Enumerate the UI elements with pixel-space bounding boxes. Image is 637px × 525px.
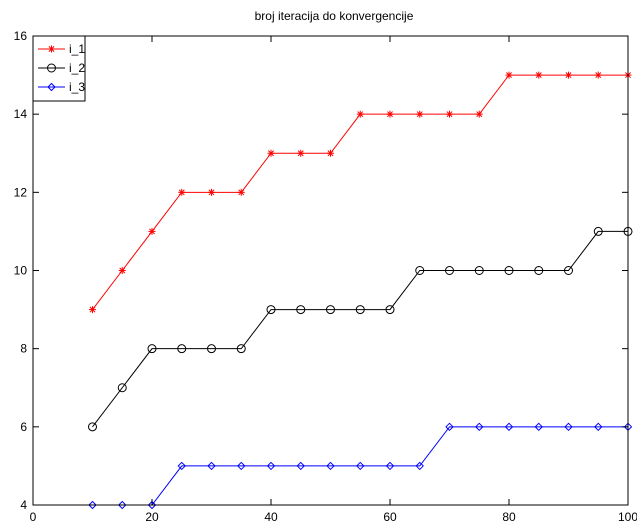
data-point-i_2 xyxy=(326,305,335,315)
data-point-i_2 xyxy=(147,344,157,354)
x-tick-label: 40 xyxy=(264,510,278,524)
legend-entry-i_3: i_3 xyxy=(38,80,85,94)
data-point-i_2 xyxy=(296,305,306,315)
y-tick-label: 12 xyxy=(14,185,28,199)
y-tick-label: 16 xyxy=(14,29,28,43)
data-point-i_3 xyxy=(564,422,573,432)
data-point-i_3 xyxy=(445,422,454,432)
data-point-i_1 xyxy=(386,110,394,118)
legend-label: i_1 xyxy=(69,42,85,56)
data-point-i_3 xyxy=(534,422,543,432)
series-i_3 xyxy=(88,422,633,510)
data-point-i_2 xyxy=(236,344,246,354)
data-point-i_1 xyxy=(565,71,572,79)
data-point-i_2 xyxy=(415,266,425,275)
data-point-i_3 xyxy=(385,461,395,471)
data-point-i_1 xyxy=(416,110,424,118)
series-i_2 xyxy=(88,226,633,432)
data-point-i_3 xyxy=(147,500,157,510)
legend-entry-i_2: i_2 xyxy=(38,61,85,75)
data-point-i_2 xyxy=(445,266,454,275)
axes: 0 20 40 60 80 100 4 6 8 10 12 14 16 xyxy=(14,29,637,524)
data-point-i_3 xyxy=(296,461,305,471)
data-point-i_1 xyxy=(267,149,275,157)
data-point-i_1 xyxy=(327,149,334,157)
data-point-i_1 xyxy=(505,71,513,79)
series-line-i_2 xyxy=(92,230,628,428)
data-point-i_3 xyxy=(237,461,246,471)
x-tick-label: 60 xyxy=(383,510,397,524)
x-tick-label: 100 xyxy=(618,510,637,524)
data-point-i_1 xyxy=(178,188,186,196)
data-point-i_3 xyxy=(594,422,603,432)
data-point-i_3 xyxy=(475,422,484,432)
data-point-i_3 xyxy=(266,461,276,471)
data-point-i_3 xyxy=(207,461,216,471)
legend-entry-i_1: i_1 xyxy=(38,42,85,56)
legend-marker xyxy=(47,63,56,73)
legend-marker xyxy=(47,82,56,92)
data-point-i_1 xyxy=(446,110,453,118)
data-point-i_1 xyxy=(148,227,156,235)
data-point-i_2 xyxy=(88,422,97,432)
data-point-i_2 xyxy=(534,266,544,275)
data-point-i_3 xyxy=(326,461,335,471)
data-point-i_1 xyxy=(118,267,126,274)
data-point-i_1 xyxy=(89,306,96,314)
chart-title: broj iteracija do konvergencije xyxy=(255,9,414,23)
data-point-i_1 xyxy=(208,188,215,196)
data-point-i_2 xyxy=(266,305,276,315)
legend-marker xyxy=(48,45,55,53)
data-point-i_2 xyxy=(385,305,395,315)
data-point-i_2 xyxy=(117,383,127,393)
y-tick-label: 10 xyxy=(14,264,28,278)
data-point-i_3 xyxy=(356,461,365,471)
data-point-i_1 xyxy=(356,110,364,118)
data-point-i_1 xyxy=(237,188,245,196)
data-point-i_3 xyxy=(177,461,186,471)
data-point-i_1 xyxy=(297,149,305,157)
data-point-i_1 xyxy=(594,71,602,79)
data-point-i_3 xyxy=(415,461,424,471)
data-point-i_3 xyxy=(504,422,514,432)
data-point-i_2 xyxy=(474,266,484,275)
data-point-i_2 xyxy=(355,305,365,315)
data-point-i_2 xyxy=(504,266,514,275)
x-tick-label: 20 xyxy=(145,510,159,524)
legend-label: i_2 xyxy=(69,61,85,75)
series-line-i_1 xyxy=(92,74,628,310)
x-tick-label: 0 xyxy=(30,510,37,524)
data-point-i_3 xyxy=(118,500,127,510)
y-tick-label: 8 xyxy=(20,342,27,356)
series-i_1 xyxy=(89,71,632,314)
y-tick-label: 14 xyxy=(14,107,28,121)
legend-label: i_3 xyxy=(69,80,85,94)
legend: i_1 i_2 i_3 xyxy=(32,35,86,102)
x-tick-label: 80 xyxy=(502,510,516,524)
data-point-i_2 xyxy=(593,226,603,236)
data-point-i_1 xyxy=(475,110,483,118)
y-tick-label: 4 xyxy=(20,498,27,512)
y-tick-label: 6 xyxy=(20,420,27,434)
data-point-i_3 xyxy=(88,500,97,510)
data-point-i_2 xyxy=(564,266,573,275)
series-line-i_3 xyxy=(92,426,628,506)
data-point-i_2 xyxy=(207,344,216,354)
data-point-i_2 xyxy=(177,344,187,354)
plot-area xyxy=(88,71,633,510)
data-point-i_1 xyxy=(535,71,543,79)
